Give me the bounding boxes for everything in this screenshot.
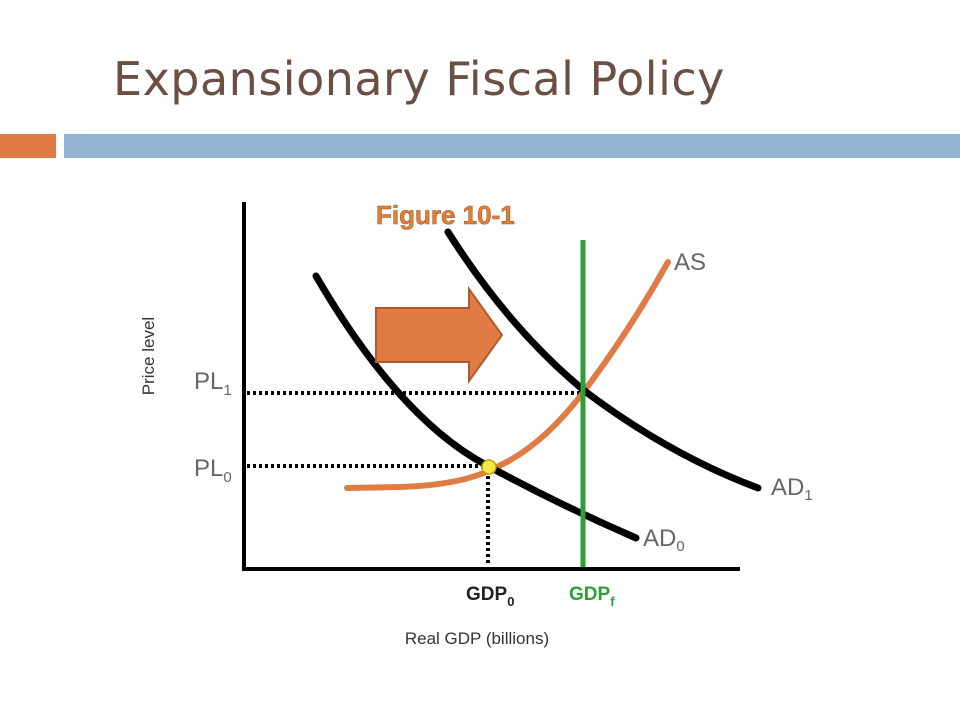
slide-title: Expansionary Fiscal Policy <box>113 52 725 106</box>
gdp0-label: GDP0 <box>466 584 514 609</box>
x-axis-title: Real GDP (billions) <box>405 629 549 648</box>
pl0-label: PL0 <box>194 455 232 486</box>
as-label: AS <box>674 249 706 276</box>
y-axis-title: Price level <box>139 317 158 395</box>
ad1-label: AD1 <box>771 474 813 504</box>
accent-bar <box>0 134 56 158</box>
ad1-curve <box>444 228 762 492</box>
header-band <box>64 134 960 158</box>
gdpf-label: GDPf <box>569 584 615 609</box>
initial-equilibrium-marker <box>481 459 497 475</box>
as-curve <box>344 259 671 491</box>
pl1-label: PL1 <box>194 368 232 399</box>
figure-label: Figure 10-1 <box>376 200 515 230</box>
shift-right-arrow <box>375 285 504 385</box>
ad0-label: AD0 <box>643 525 685 555</box>
